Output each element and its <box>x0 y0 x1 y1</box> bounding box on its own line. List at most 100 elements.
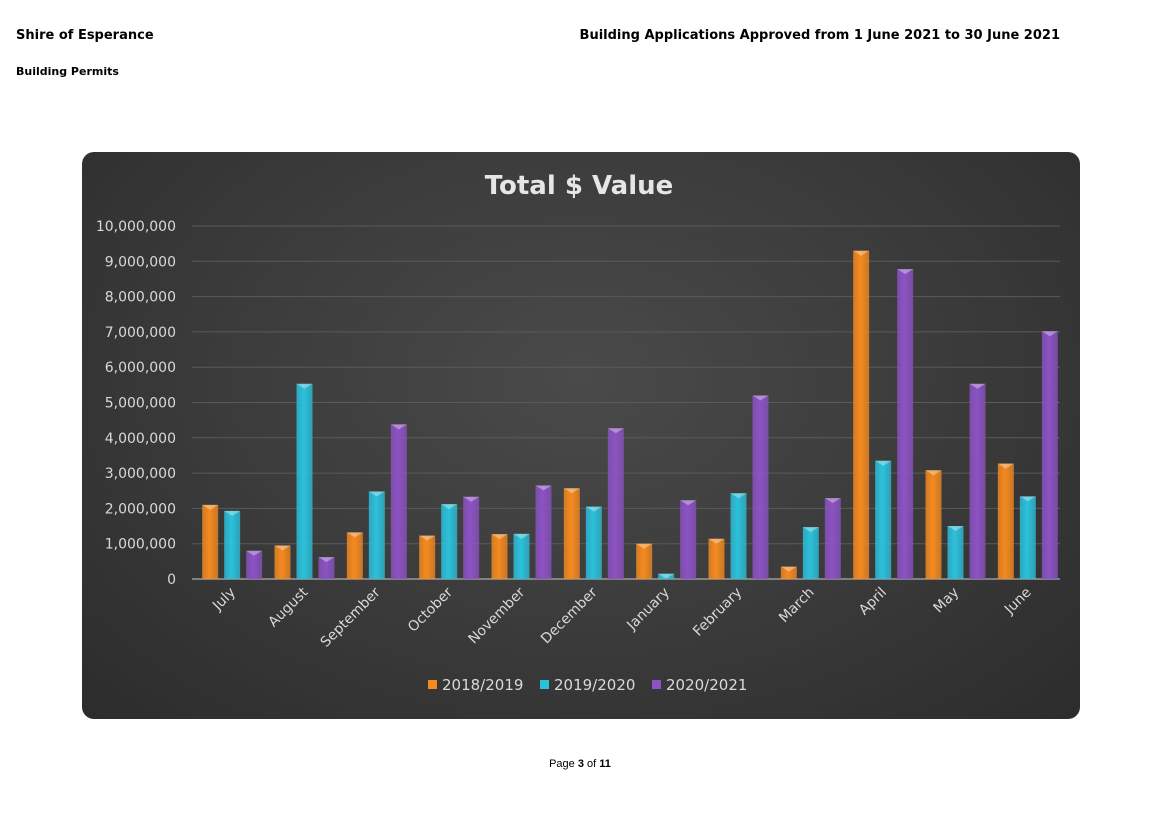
bar-2018-2019-november <box>491 534 508 579</box>
bar-2020-2021-february <box>752 395 769 579</box>
bar-2020-2021-january <box>680 500 697 579</box>
bar-chart: Total $ Value 0 1,000,000 2,000,000 3,000,0… <box>96 171 1060 694</box>
bar-cap <box>318 557 335 563</box>
y-tick-label: 6,000,000 <box>105 360 176 376</box>
bar-cap <box>535 485 552 491</box>
legend-label: 2020/2021 <box>666 676 747 694</box>
bar-2019-2020-may <box>947 526 964 579</box>
bar-cap <box>897 269 914 275</box>
bar-cap <box>947 526 964 532</box>
bar-2020-2021-october <box>463 496 480 579</box>
bar-2019-2020-february <box>730 493 747 579</box>
grid-lines <box>192 225 1060 580</box>
bars <box>202 250 1058 579</box>
bar-2020-2021-november <box>535 485 552 579</box>
bar-cap <box>708 538 725 544</box>
bar-cap <box>853 250 870 256</box>
legend-label: 2019/2020 <box>554 676 635 694</box>
x-tick-label: May <box>931 585 963 617</box>
bar-2018-2019-december <box>563 488 580 579</box>
bar-cap <box>752 395 769 401</box>
bar-cap <box>202 504 219 510</box>
bar-2018-2019-october <box>419 535 436 579</box>
bar-cap <box>636 543 653 549</box>
bar-cap <box>246 550 263 556</box>
bar-2019-2020-june <box>1019 496 1036 579</box>
legend-label: 2018/2019 <box>442 676 523 694</box>
bar-2018-2019-july <box>202 504 219 579</box>
x-tick-label: December <box>538 584 601 647</box>
x-tick-label: February <box>690 585 745 640</box>
page-current: 3 <box>577 758 584 770</box>
bar-2020-2021-september <box>390 424 407 579</box>
bar-cap <box>368 491 385 497</box>
bar-cap <box>680 500 697 506</box>
bar-cap <box>1019 496 1036 502</box>
bar-2018-2019-june <box>997 463 1014 579</box>
y-tick-label: 0 <box>167 572 176 588</box>
bar-cap <box>585 506 602 512</box>
bar-cap <box>513 533 530 539</box>
y-tick-label: 2,000,000 <box>105 501 176 517</box>
bar-cap <box>658 573 675 579</box>
x-axis-ticks: July August September October November Decemb… <box>209 584 1034 650</box>
x-tick-label: November <box>466 584 529 647</box>
y-tick-label: 4,000,000 <box>105 431 176 447</box>
bar-cap <box>563 488 580 494</box>
bar-2018-2019-august <box>274 545 291 579</box>
bar-2019-2020-april <box>875 460 892 579</box>
x-tick-label: September <box>318 584 384 650</box>
bar-cap <box>607 428 624 434</box>
y-tick-label: 1,000,000 <box>105 537 176 553</box>
bar-cap <box>824 498 841 504</box>
bar-2019-2020-september <box>368 491 385 579</box>
chart-panel: Total $ Value 0 1,000,000 2,000,000 3,000,0… <box>82 152 1080 719</box>
bar-cap <box>296 383 313 389</box>
page-total: 11 <box>599 758 611 770</box>
bar-cap <box>491 534 508 540</box>
bar-2019-2020-october <box>441 504 458 579</box>
bar-2020-2021-december <box>607 428 624 579</box>
bar-2019-2020-december <box>585 506 602 579</box>
page-of: of <box>587 758 597 770</box>
bar-cap <box>1041 331 1058 337</box>
bar-2019-2020-november <box>513 533 530 579</box>
x-tick-label: March <box>776 585 817 626</box>
legend-swatch <box>540 680 549 689</box>
bar-2019-2020-march <box>802 527 819 579</box>
organisation-name: Shire of Esperance <box>16 28 154 43</box>
bar-cap <box>463 496 480 502</box>
bar-2020-2021-july <box>246 550 263 579</box>
x-tick-label: July <box>209 585 239 615</box>
x-tick-label: August <box>265 584 311 630</box>
bar-2018-2019-january <box>636 543 653 579</box>
bar-2020-2021-march <box>824 498 841 579</box>
bar-cap <box>925 470 942 476</box>
bar-2019-2020-august <box>296 383 313 579</box>
section-heading: Building Permits <box>16 65 119 78</box>
x-tick-label: January <box>623 585 673 635</box>
bar-cap <box>346 532 363 538</box>
y-tick-label: 9,000,000 <box>105 254 176 270</box>
bar-cap <box>997 463 1014 469</box>
bar-cap <box>802 527 819 533</box>
bar-2019-2020-july <box>224 510 241 579</box>
bar-cap <box>875 460 892 466</box>
bar-cap <box>224 510 241 516</box>
bar-2018-2019-may <box>925 470 942 579</box>
page-prefix: Page <box>549 758 575 770</box>
bar-cap <box>780 566 797 572</box>
y-tick-label: 10,000,000 <box>96 219 176 235</box>
y-tick-label: 8,000,000 <box>105 290 176 306</box>
bar-2019-2020-january <box>658 573 675 579</box>
bar-2018-2019-february <box>708 538 725 579</box>
y-tick-label: 3,000,000 <box>105 466 176 482</box>
bar-2020-2021-june <box>1041 331 1058 579</box>
chart-title: Total $ Value <box>485 171 674 201</box>
x-tick-label: October <box>405 584 456 635</box>
legend: 2018/2019 2019/2020 2020/2021 <box>428 676 747 694</box>
bar-2018-2019-april <box>853 250 870 579</box>
bar-cap <box>969 383 986 389</box>
x-tick-label: April <box>856 585 890 619</box>
bar-2020-2021-april <box>897 269 914 579</box>
